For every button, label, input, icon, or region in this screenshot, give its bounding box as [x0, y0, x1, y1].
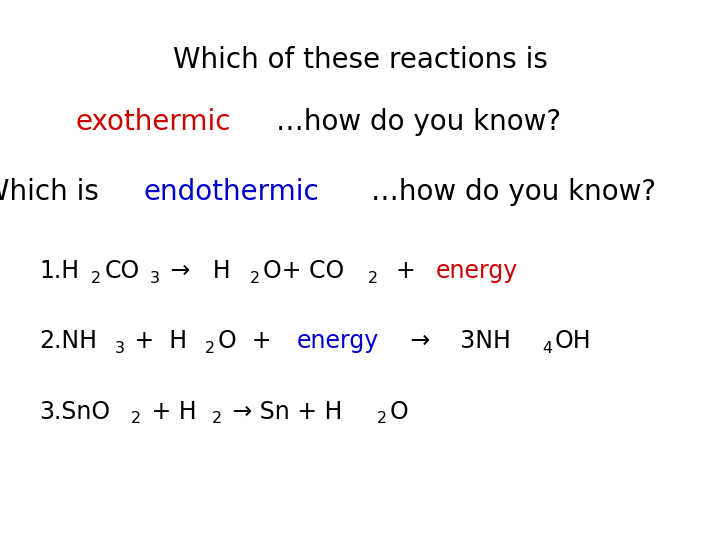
Text: O+ CO: O+ CO [263, 259, 344, 283]
Text: …how do you know?: …how do you know? [371, 178, 656, 206]
Text: → Sn + H: → Sn + H [225, 400, 343, 423]
Text: 2: 2 [131, 411, 142, 427]
Text: 2: 2 [368, 271, 378, 286]
Text: endothermic: endothermic [144, 178, 320, 206]
Text: 1.H: 1.H [40, 259, 80, 283]
Text: 2: 2 [250, 271, 260, 286]
Text: energy: energy [436, 259, 518, 283]
Text: →   H: → H [163, 259, 230, 283]
Text: O  +: O + [218, 329, 279, 353]
Text: 2: 2 [205, 341, 215, 356]
Text: +: + [381, 259, 423, 283]
Text: O: O [390, 400, 409, 423]
Text: 3.SnO: 3.SnO [40, 400, 111, 423]
Text: exothermic: exothermic [76, 108, 231, 136]
Text: 4: 4 [542, 341, 552, 356]
Text: energy: energy [297, 329, 379, 353]
Text: Which of these reactions is: Which of these reactions is [173, 46, 547, 74]
Text: 2: 2 [377, 411, 387, 427]
Text: + H: + H [145, 400, 197, 423]
Text: Which is: Which is [0, 178, 107, 206]
Text: 2: 2 [91, 271, 102, 286]
Text: OH: OH [555, 329, 592, 353]
Text: +  H: + H [127, 329, 187, 353]
Text: …how do you know?: …how do you know? [276, 108, 562, 136]
Text: →    3NH: → 3NH [402, 329, 510, 353]
Text: 2: 2 [212, 411, 222, 427]
Text: 3: 3 [150, 271, 160, 286]
Text: 3: 3 [114, 341, 125, 356]
Text: 2.NH: 2.NH [40, 329, 98, 353]
Text: CO: CO [104, 259, 140, 283]
